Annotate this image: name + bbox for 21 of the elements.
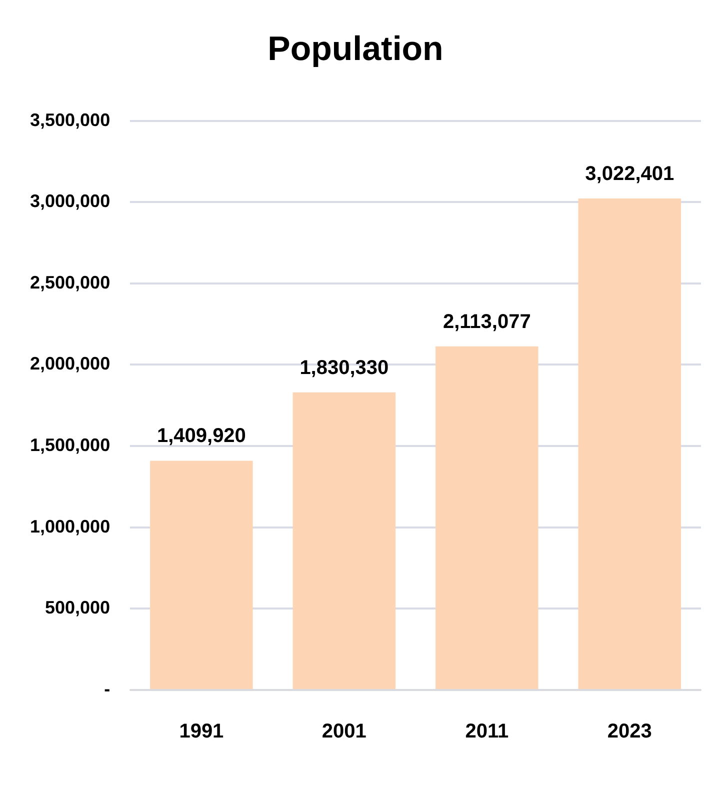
x-tick-label: 2011: [465, 720, 509, 743]
data-label: 2,113,077: [442, 310, 531, 333]
y-tick-label: 2,500,000: [30, 272, 110, 292]
x-tick-label: 2023: [607, 720, 652, 743]
bar: [150, 460, 253, 689]
bar: [292, 392, 396, 689]
y-tick-label: 500,000: [45, 598, 110, 618]
x-tick-label: 2001: [322, 720, 366, 743]
chart-title: Population: [268, 30, 444, 68]
y-tick-label: 1,000,000: [30, 516, 110, 536]
data-label: 1,409,920: [156, 425, 246, 448]
bar: [578, 198, 682, 689]
y-tick-label: -: [104, 678, 110, 699]
y-tick-label: 1,500,000: [30, 435, 110, 456]
y-tick-label: 3,000,000: [30, 191, 110, 212]
x-tick-label: 1991: [179, 720, 224, 743]
bar: [436, 346, 538, 689]
data-label: 1,830,330: [300, 356, 389, 379]
y-tick-label: 3,500,000: [30, 110, 110, 130]
y-tick-label: 2,000,000: [30, 354, 110, 374]
data-label: 3,022,401: [585, 162, 674, 185]
